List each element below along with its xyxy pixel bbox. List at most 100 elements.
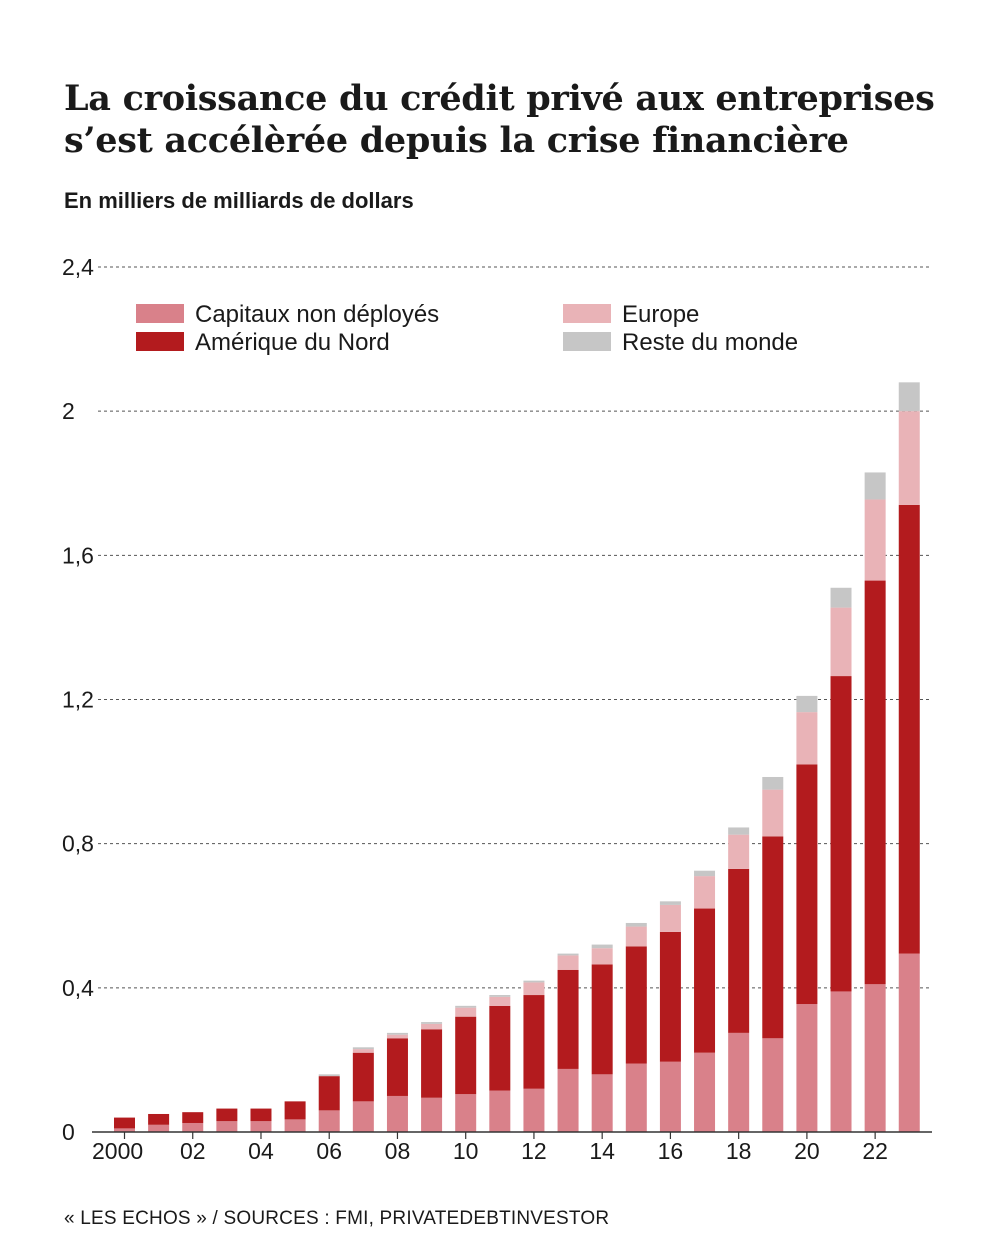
bar-segment-2020-s1: [796, 764, 818, 1005]
bar-segment-2014-s0: [591, 1074, 613, 1132]
legend-swatch-1-0: [136, 332, 184, 351]
bar-segment-2018-s2: [728, 834, 750, 869]
bar-segment-2011-s2: [489, 996, 511, 1006]
bar-segment-2001-s0: [148, 1124, 170, 1132]
bar-segment-2009-s2: [421, 1023, 443, 1030]
x-tick-label: 06: [316, 1138, 342, 1164]
bar-segment-2009-s3: [421, 1022, 443, 1024]
bar-segment-2022-s3: [864, 472, 886, 500]
bar-segment-2017-s2: [694, 876, 716, 909]
bar-segment-2010-s0: [455, 1094, 477, 1132]
legend-swatch-0-1: [563, 304, 611, 323]
x-tick-label: 02: [180, 1138, 206, 1164]
bar-segment-2022-s2: [864, 499, 886, 581]
bar-segment-2019-s0: [762, 1038, 784, 1132]
y-tick-label: 2,4: [62, 254, 94, 280]
y-tick-label: 0: [62, 1119, 75, 1145]
bar-segment-2021-s2: [830, 607, 852, 677]
y-tick-label: 1,2: [62, 687, 94, 713]
bar-segment-2016-s0: [659, 1061, 681, 1132]
bar-segment-2016-s1: [659, 931, 681, 1062]
bar-segment-2004-s1: [250, 1108, 272, 1122]
bar-segment-2015-s0: [625, 1063, 647, 1132]
x-tick-label: 20: [794, 1138, 820, 1164]
bar-segment-2012-s0: [523, 1088, 545, 1132]
bar-segment-2006-s0: [318, 1110, 340, 1132]
bar-segment-2015-s2: [625, 926, 647, 947]
bar-segment-2022-s0: [864, 984, 886, 1132]
bar-segment-2005-s1: [284, 1101, 306, 1120]
bar-segment-2003-s1: [216, 1108, 238, 1122]
chart-subtitle: En milliers de milliards de dollars: [64, 188, 414, 213]
x-tick-label: 2000: [92, 1138, 143, 1164]
bar-segment-2014-s3: [591, 944, 613, 949]
bar-segment-2014-s2: [591, 948, 613, 965]
chart-title-line-2: s’est accélèrée depuis la crise financiè…: [64, 120, 849, 161]
legend-swatch-1-1: [563, 332, 611, 351]
x-tick-label: 10: [453, 1138, 479, 1164]
bar-segment-2015-s1: [625, 946, 647, 1064]
bar-segment-2016-s3: [659, 901, 681, 905]
bar-segment-2020-s2: [796, 712, 818, 765]
bar-segment-2011-s1: [489, 1005, 511, 1091]
bar-segment-2012-s3: [523, 980, 545, 983]
bar-segment-2007-s3: [352, 1047, 374, 1050]
chart-title: La croissance du crédit privé aux entrep…: [64, 78, 964, 162]
bar-segment-2006-s3: [318, 1074, 340, 1077]
bar-segment-2021-s3: [830, 587, 852, 608]
legend-swatch-0-0: [136, 304, 184, 323]
bar-segment-2011-s3: [489, 995, 511, 997]
bar-segment-2015-s3: [625, 922, 647, 927]
bar-segment-2023-s3: [898, 382, 920, 412]
x-tick-label: 22: [862, 1138, 888, 1164]
bar-segment-2013-s3: [557, 953, 579, 956]
legend-label: Europe: [622, 301, 699, 328]
source-note: « LES ECHOS » / SOURCES : FMI, PRIVATEDE…: [64, 1208, 610, 1229]
bar-segment-2018-s0: [728, 1032, 750, 1132]
bar-segment-2010-s3: [455, 1005, 477, 1008]
bar-segment-2013-s2: [557, 955, 579, 970]
y-tick-label: 1,6: [62, 542, 94, 568]
bar-segment-2017-s3: [694, 870, 716, 877]
bar-segment-2016-s2: [659, 904, 681, 932]
bar-segment-2008-s2: [386, 1034, 408, 1039]
x-tick-label: 14: [589, 1138, 615, 1164]
y-tick-label: 0,8: [62, 831, 94, 857]
x-tick-label: 16: [658, 1138, 684, 1164]
y-tick-label: 0,4: [62, 975, 94, 1001]
bar-segment-2019-s1: [762, 836, 784, 1039]
bar-segment-2017-s1: [694, 908, 716, 1053]
bar-segment-2012-s1: [523, 995, 545, 1089]
x-tick-label: 18: [726, 1138, 752, 1164]
bar-segment-2021-s1: [830, 676, 852, 992]
bar-segment-2004-s0: [250, 1121, 272, 1132]
bar-segment-2020-s3: [796, 695, 818, 713]
bar-segment-2003-s0: [216, 1121, 238, 1132]
bar-segment-2023-s2: [898, 411, 920, 505]
bar-segment-2007-s2: [352, 1049, 374, 1053]
x-tick-label: 08: [385, 1138, 411, 1164]
bar-segment-2008-s3: [386, 1032, 408, 1035]
bar-segment-2013-s1: [557, 969, 579, 1069]
bar-segment-2010-s2: [455, 1007, 477, 1017]
bar-segment-2005-s0: [284, 1119, 306, 1132]
bar-segment-2013-s0: [557, 1068, 579, 1132]
bar-segment-2009-s1: [421, 1029, 443, 1098]
y-tick-label: 2: [62, 398, 75, 424]
legend-label: Capitaux non déployés: [195, 301, 439, 328]
bar-segment-2002-s0: [182, 1122, 204, 1132]
bar-segment-2018-s1: [728, 868, 750, 1033]
x-tick-label: 12: [521, 1138, 547, 1164]
bar-segment-2022-s1: [864, 580, 886, 985]
bar-segment-2007-s1: [352, 1052, 374, 1102]
bar-segment-2001-s1: [148, 1113, 170, 1125]
legend-label: Reste du monde: [622, 329, 798, 356]
bar-segment-2009-s0: [421, 1097, 443, 1132]
bar-segment-2018-s3: [728, 827, 750, 835]
bar-segment-2020-s0: [796, 1004, 818, 1132]
x-tick-label: 04: [248, 1138, 274, 1164]
bar-segment-2019-s3: [762, 776, 784, 790]
bar-segment-2010-s1: [455, 1016, 477, 1095]
bar-segment-2017-s0: [694, 1052, 716, 1132]
bar-segment-2008-s0: [386, 1095, 408, 1132]
